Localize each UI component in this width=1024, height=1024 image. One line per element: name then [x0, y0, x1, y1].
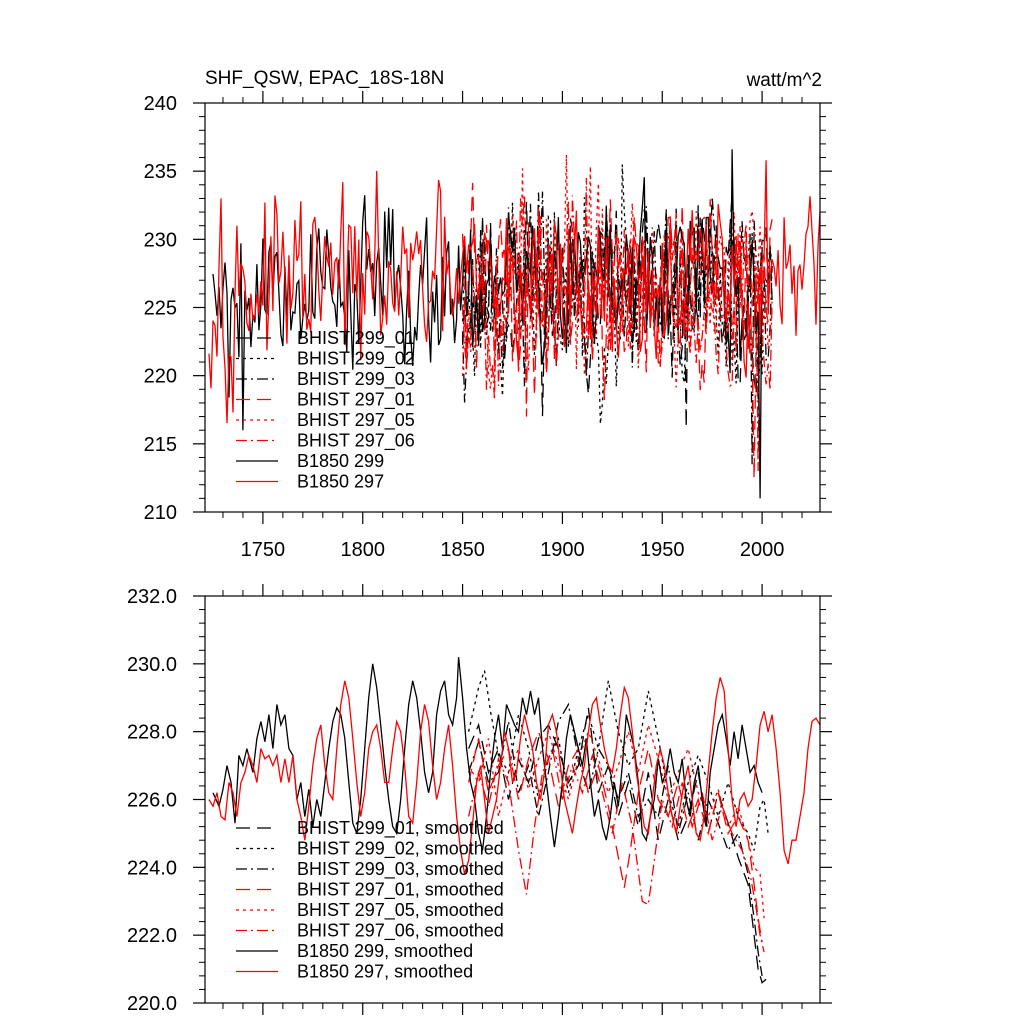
series-line-5	[461, 154, 773, 389]
legend-label: BHIST 299_03, smoothed	[297, 859, 504, 880]
legend-label: B1850 299, smoothed	[297, 941, 473, 961]
legend-label: BHIST 299_03	[297, 369, 415, 390]
legend-label: BHIST 299_02	[297, 349, 415, 370]
x-tick-label: 1750	[241, 539, 286, 561]
legend-label: BHIST 299_01, smoothed	[297, 818, 504, 839]
series-line-1	[468, 707, 767, 984]
legend-label: BHIST 297_05, smoothed	[297, 900, 504, 921]
series-line-7	[212, 657, 763, 851]
legend-label: B1850 297, smoothed	[297, 962, 473, 982]
y-tick-label: 220.0	[127, 993, 177, 1015]
legend-label: BHIST 297_05	[297, 410, 415, 431]
y-tick-label: 232.0	[127, 586, 177, 608]
series-line-4	[467, 729, 763, 943]
x-tick-label: 2000	[740, 539, 785, 561]
panel-top: 1750 1800 1850 1900 1950 2000 210 215 220 225 230 2…	[144, 91, 832, 561]
y-tick-label: 230	[144, 229, 177, 251]
x-tick-label: 1950	[640, 539, 685, 561]
y-tick-label: 224.0	[127, 857, 177, 879]
series-line-6	[461, 177, 773, 472]
series-line-3	[467, 702, 763, 977]
y-tick-label: 220	[144, 366, 177, 388]
y-tick-label: 228.0	[127, 722, 177, 744]
y-tick-label: 222.0	[127, 925, 177, 947]
legend-label: BHIST 297_01	[297, 390, 415, 411]
legend-label: BHIST 297_06, smoothed	[297, 921, 504, 942]
x-tick-label: 1800	[340, 539, 385, 561]
series-line-2	[467, 670, 769, 851]
y-tick-label: 226.0	[127, 790, 177, 812]
legend-label: B1850 297	[297, 472, 384, 492]
y-tick-label: 210	[144, 502, 177, 524]
y-tick-label: 235	[144, 161, 177, 183]
units-label: watt/m^2	[746, 70, 822, 91]
series-line-4	[461, 182, 773, 478]
legend-label: B1850 299	[297, 451, 384, 471]
legend-label: BHIST 297_01, smoothed	[297, 880, 504, 901]
series-line-8	[208, 160, 820, 424]
series-line-7	[212, 149, 763, 499]
chart-title: SHF_QSW, EPAC_18S-18N	[205, 68, 445, 89]
legend-label: BHIST 299_01	[297, 328, 415, 349]
legend-label: BHIST 299_02, smoothed	[297, 839, 504, 860]
x-tick-label: 1850	[440, 539, 485, 561]
series-line-8	[208, 677, 820, 875]
y-tick-label: 230.0	[127, 654, 177, 676]
legend-label: BHIST 297_06	[297, 431, 415, 452]
y-tick-label: 240	[144, 93, 177, 115]
y-tick-label: 225	[144, 298, 177, 320]
panel-bottom: 220.0 222.0 224.0 226.0 228.0 230.0 232.0 BHIST…	[127, 584, 832, 1015]
x-tick-label: 1900	[540, 539, 585, 561]
y-tick-label: 215	[144, 434, 177, 456]
